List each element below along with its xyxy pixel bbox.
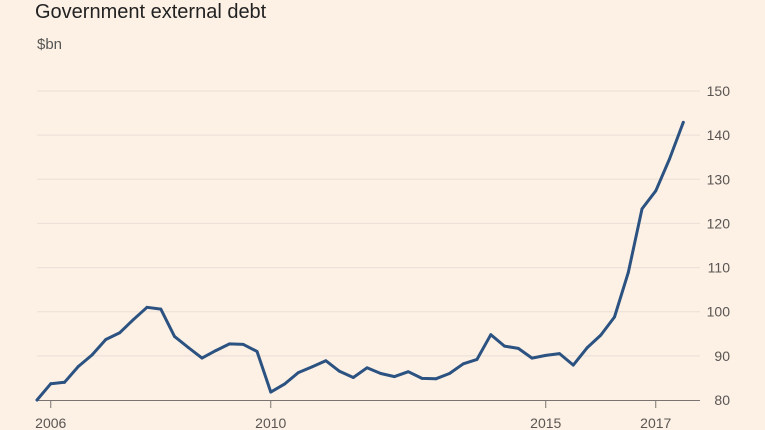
data-point: [241, 342, 245, 346]
data-point: [255, 350, 259, 353]
y-axis-ticks: 80 90 100 110 120 130 140 150: [707, 83, 731, 408]
data-point: [585, 346, 589, 350]
data-point: [159, 307, 163, 311]
data-point: [49, 382, 53, 386]
y-tick-label: 110: [708, 260, 731, 276]
data-point: [118, 331, 121, 335]
data-point: [420, 376, 424, 380]
y-tick-label: 150: [707, 83, 731, 99]
data-point: [104, 338, 108, 341]
data-point: [475, 357, 479, 361]
data-point: [393, 375, 396, 379]
data-point: [448, 372, 451, 375]
x-tick-label: 2015: [530, 415, 561, 430]
x-tick-label: 2006: [35, 415, 66, 430]
data-point: [461, 362, 465, 366]
data-point: [406, 370, 410, 374]
data-point: [599, 333, 603, 337]
data-point: [63, 380, 66, 384]
data-point: [379, 372, 383, 375]
data-point: [558, 352, 561, 356]
data-point: [131, 318, 135, 322]
data-point: [228, 342, 231, 346]
data-point: [324, 359, 328, 363]
data-point: [186, 346, 190, 349]
data-point: [200, 356, 204, 360]
data-point: [296, 371, 300, 375]
data-point: [173, 335, 176, 338]
data-point: [365, 366, 369, 370]
x-tick-label: 2017: [640, 415, 671, 430]
data-point: [76, 365, 80, 368]
y-axis-unit: $bn: [37, 36, 63, 53]
data-point: [90, 353, 94, 357]
y-tick-label: 140: [707, 127, 731, 143]
data-point: [544, 354, 548, 357]
y-tick-label: 80: [714, 392, 730, 408]
chart-title: Government external debt: [35, 1, 267, 23]
data-point: [269, 390, 273, 394]
data-point: [145, 305, 149, 309]
x-tick-label: 2010: [255, 415, 286, 430]
data-point: [489, 333, 493, 337]
data-point: [640, 207, 644, 211]
series-line: [35, 120, 685, 402]
y-tick-label: 130: [707, 171, 731, 187]
y-tick-label: 90: [714, 348, 730, 364]
data-point: [310, 365, 314, 369]
gridlines: [37, 90, 700, 357]
data-point: [668, 157, 671, 161]
data-point: [434, 377, 438, 381]
y-tick-label: 120: [707, 215, 731, 231]
data-point: [516, 346, 520, 350]
data-point: [214, 349, 218, 352]
data-point: [654, 189, 658, 193]
data-point: [283, 382, 286, 386]
data-point: [571, 363, 575, 367]
x-axis: 2006 2010 2015 2017: [35, 400, 700, 430]
data-point: [35, 398, 39, 402]
data-point: [503, 344, 506, 348]
y-tick-label: 100: [707, 304, 731, 320]
data-point: [530, 356, 534, 360]
data-point: [626, 271, 630, 274]
series-group: [35, 120, 685, 402]
data-point: [613, 315, 616, 319]
data-point: [338, 369, 341, 373]
data-point: [351, 376, 355, 379]
data-point: [681, 120, 685, 124]
